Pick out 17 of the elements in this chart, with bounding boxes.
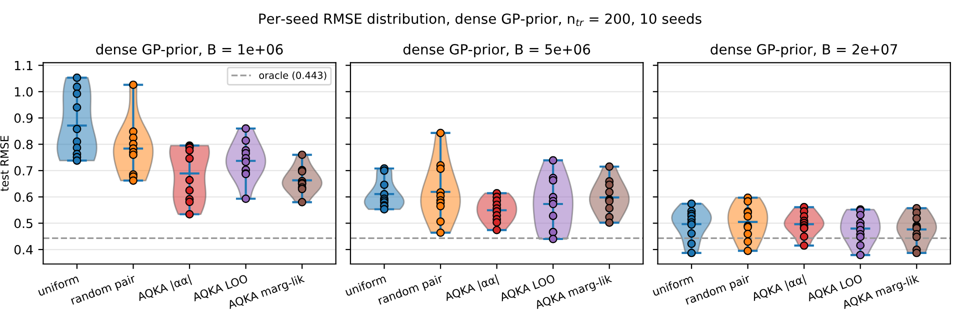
y-tick-label: 0.9: [14, 113, 33, 123]
chart-title: dense GP-prior, B = 2e+07: [710, 44, 898, 58]
y-tick-label: 0.7: [14, 166, 32, 176]
y-tick-label: 0.4: [14, 245, 33, 254]
text: Per-seed RMSE distribution, dense GP-prior, n$_{tr}$ = 200, 10 seeds: [259, 13, 702, 27]
y-tick-label: 1.0: [14, 87, 33, 97]
y-tick-label: 0.5: [14, 218, 32, 228]
chart-title: dense GP-prior, B = 5e+06: [403, 44, 590, 58]
chart-title: dense GP-prior, B = 1e+06: [96, 44, 283, 58]
x-tick-label: AQKA |αα|: [444, 274, 500, 304]
x-tick-label: AQKA |αα|: [136, 274, 192, 304]
x-tick-label: AQKA |αα|: [751, 274, 807, 304]
legend-label: oracle (0.443): [259, 71, 326, 80]
y-tick-label: 1.1: [14, 60, 32, 70]
y-axis-title: test RMSE: [0, 136, 9, 192]
y-tick-label: 0.8: [14, 140, 33, 150]
y-tick-label: 0.6: [14, 192, 33, 202]
